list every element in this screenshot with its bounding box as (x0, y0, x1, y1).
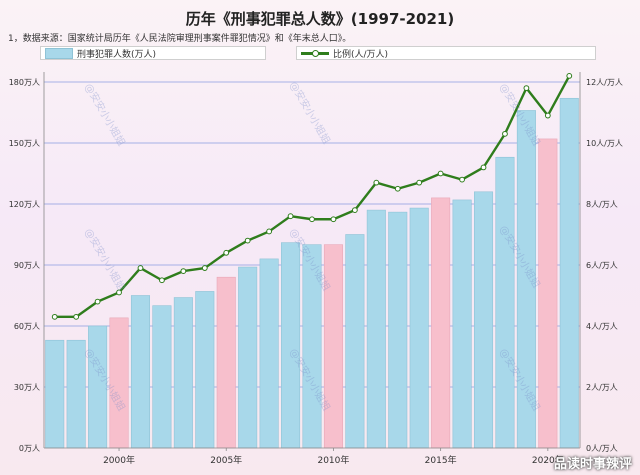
bar (195, 291, 215, 449)
y-right-tick-label: 6人/万人 (586, 261, 618, 270)
y-left-tick-label: 30万人 (14, 383, 40, 392)
chart-title: 历年《刑事犯罪总人数》(1997-2021) (185, 10, 455, 28)
y-right-tick-label: 2人/万人 (586, 383, 618, 392)
ratio-point (416, 179, 423, 186)
ratio-point (180, 268, 187, 275)
ratio-point (373, 179, 380, 186)
legend-line-label: 比例(人/万人) (333, 49, 389, 60)
footer-watermark: 品读时事辣评 (553, 457, 632, 472)
legend-line-swatch (301, 49, 329, 57)
x-tick-label: 2000年 (103, 454, 135, 466)
y-right-tick-label: 8人/万人 (586, 200, 618, 209)
bar (409, 207, 429, 449)
bar (45, 339, 65, 449)
ratio-point (351, 207, 358, 214)
bar (431, 197, 451, 449)
ratio-point (544, 112, 551, 119)
bar (259, 258, 279, 449)
y-left-tick-label: 180万人 (9, 78, 40, 87)
y-left-tick-label: 0万人 (19, 444, 40, 453)
ratio-point (394, 185, 401, 192)
ratio-point (459, 176, 465, 183)
source-note: 1，数据来源：国家统计局历年《人民法院审理刑事案件罪犯情况》和《年末总人口》。 (8, 34, 352, 44)
ratio-point (502, 130, 508, 137)
ratio-point (480, 164, 487, 171)
legend-bar-label: 刑事犯罪人数(万人) (77, 49, 157, 60)
y-right-tick-label: 4人/万人 (586, 322, 618, 331)
x-tick-label: 2005年 (210, 454, 242, 466)
ratio-point (73, 313, 80, 320)
legend-line: 比例(人/万人) (296, 46, 596, 60)
bar (216, 276, 236, 449)
x-tick-label: 2020年 (532, 454, 564, 466)
bar (345, 234, 365, 449)
bar (388, 211, 408, 449)
y-left-tick-label: 150万人 (9, 139, 40, 148)
ratio-point (437, 170, 444, 177)
bar (559, 97, 579, 449)
ratio-point (159, 277, 165, 284)
bar (452, 199, 472, 449)
bar (66, 339, 86, 449)
ratio-point (566, 73, 573, 79)
y-left-tick-label: 90万人 (14, 261, 40, 270)
bar (495, 156, 515, 449)
ratio-point (330, 216, 337, 223)
y-left-tick-label: 60万人 (14, 322, 40, 331)
legend-bar: 刑事犯罪人数(万人) (40, 46, 266, 60)
y-right-tick-label: 12人/万人 (586, 78, 623, 87)
ratio-point (287, 213, 294, 220)
y-right-tick-label: 0人/万人 (586, 444, 618, 453)
ratio-point (201, 265, 208, 271)
y-left-tick-label: 120万人 (9, 200, 40, 209)
ratio-point (51, 313, 58, 320)
ratio-point (116, 289, 122, 296)
ratio-point (266, 228, 273, 235)
x-tick-label: 2010年 (317, 454, 349, 466)
bar (152, 305, 172, 449)
ratio-point (244, 237, 251, 244)
bar (474, 191, 494, 449)
ratio-point (94, 298, 101, 305)
bar (130, 295, 150, 449)
bar (173, 297, 193, 449)
bar (238, 266, 258, 449)
ratio-point (223, 249, 230, 256)
ratio-point (523, 85, 530, 91)
y-right-tick-label: 10人/万人 (586, 139, 623, 148)
legend-bar-swatch (45, 47, 73, 59)
ratio-point (137, 265, 144, 271)
bar (366, 209, 386, 449)
ratio-point (309, 216, 315, 223)
x-tick-label: 2015年 (425, 454, 457, 466)
